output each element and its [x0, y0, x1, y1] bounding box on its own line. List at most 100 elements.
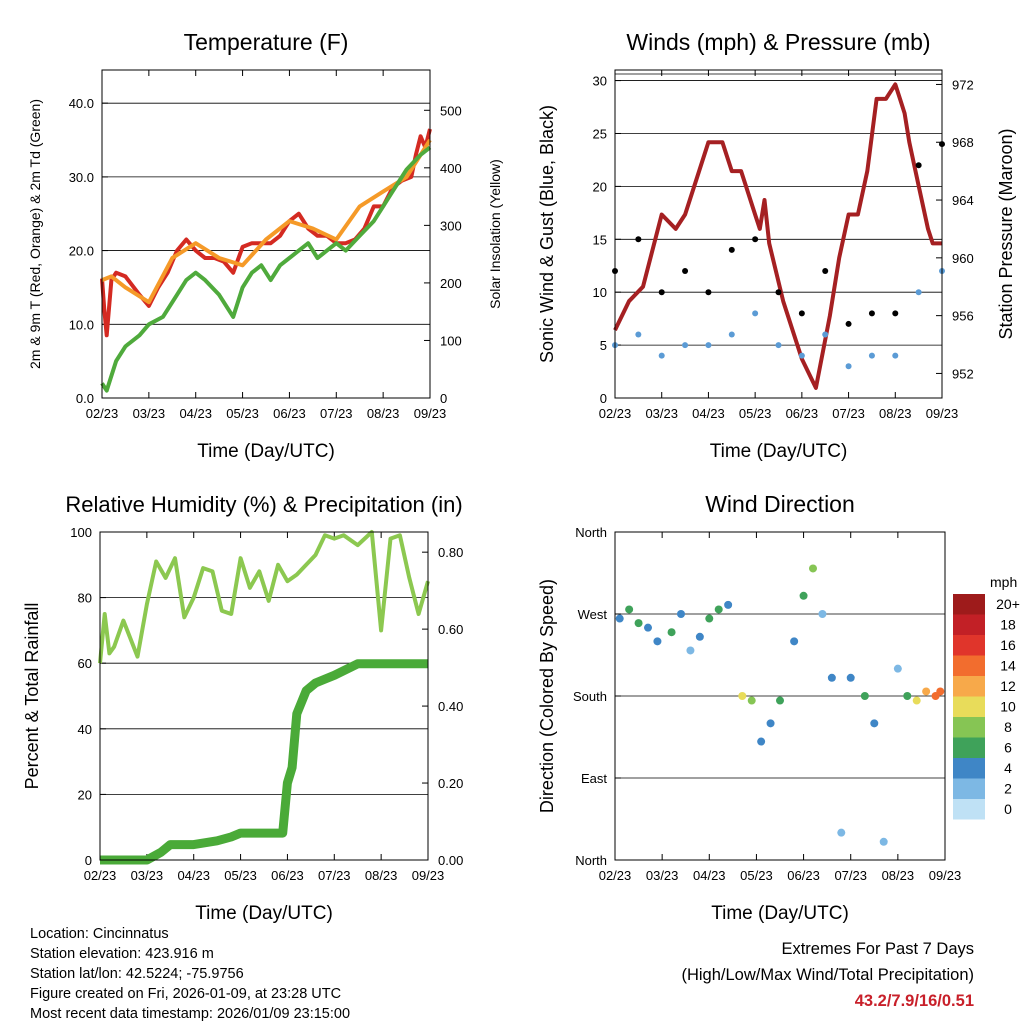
legend-swatch: [953, 758, 985, 779]
data-point: [757, 737, 766, 746]
y2-tick-label: 0.40: [438, 699, 463, 714]
x-tick-label: 05/23: [226, 406, 259, 421]
y2-axis-label: Solar Insolation (Yellow): [487, 159, 503, 309]
extremes-box: Extremes For Past 7 Days (High/Low/Max W…: [681, 936, 974, 1014]
data-point: [686, 646, 695, 655]
y2-tick-label: 500: [440, 103, 462, 118]
data-point: [747, 696, 756, 705]
data-point: [752, 236, 759, 243]
x-tick-label: 04/23: [177, 868, 210, 883]
data-point: [705, 342, 712, 349]
y-tick-label: 20.0: [69, 244, 94, 259]
y2-axis-label: Station Pressure (Maroon): [996, 128, 1016, 339]
data-point: [879, 837, 888, 846]
data-point: [892, 352, 899, 359]
data-point: [658, 352, 665, 359]
winds-chart: Winds (mph) & Pressure (mb) 02/23 03/23 04/…: [537, 29, 1016, 462]
legend-label: 12: [1000, 678, 1016, 694]
data-point: [790, 637, 799, 646]
data-point: [738, 692, 747, 700]
data-point: [766, 719, 775, 728]
data-point: [860, 692, 869, 700]
y-axis-label: Sonic Wind & Gust (Blue, Black): [537, 105, 557, 363]
x-tick-label: 05/23: [739, 406, 772, 421]
x-tick-label: 09/23: [929, 868, 962, 883]
x-tick-label: 08/23: [365, 868, 398, 883]
data-point: [634, 619, 643, 628]
created-text: Figure created on Fri, 2026-01-09, at 23…: [30, 986, 342, 1002]
y2-tick-label: 0: [440, 391, 447, 406]
legend-label: 0: [1004, 801, 1012, 817]
legend-label: 16: [1000, 637, 1016, 653]
x-tick-label: 08/23: [882, 868, 915, 883]
data-point: [798, 352, 805, 359]
x-tick-label: 02/23: [599, 868, 632, 883]
series-line: [100, 128, 432, 338]
data-point: [893, 664, 902, 673]
y-tick-label: North: [575, 525, 607, 540]
data-point: [644, 623, 652, 632]
plot-frame: [614, 531, 946, 861]
x-tick-label: 03/23: [131, 868, 164, 883]
data-point: [799, 591, 808, 600]
x-tick-label: 04/23: [692, 406, 725, 421]
y-tick-label: 100: [70, 525, 92, 540]
y-tick-label: 80: [78, 591, 92, 606]
x-axis-label: Time (Day/UTC): [195, 903, 333, 924]
data-point: [892, 310, 899, 317]
data-point: [868, 310, 875, 317]
data-point: [695, 632, 704, 641]
legend-swatch: [953, 614, 985, 635]
x-tick-label: 02/23: [599, 406, 632, 421]
extremes-value: 43.2/7.9/16/0.51: [854, 992, 974, 1010]
y-tick-label: South: [573, 689, 607, 704]
data-point: [798, 310, 805, 317]
y-tick-label: 40.0: [69, 96, 94, 111]
x-tick-label: 03/23: [645, 406, 678, 421]
y-tick-label: 20: [593, 179, 607, 194]
data-point: [625, 605, 634, 614]
y-tick-label: 5: [600, 338, 607, 353]
y-tick-label: West: [578, 607, 608, 622]
data-point: [728, 246, 735, 253]
y2-tick-label: 956: [952, 309, 974, 324]
plot-frame: [99, 531, 429, 861]
data-point: [705, 289, 712, 296]
y-tick-label: 20: [78, 787, 92, 802]
data-point: [915, 289, 922, 296]
data-point: [827, 673, 836, 682]
extremes-title: Extremes For Past 7 Days: [781, 940, 974, 958]
y-tick-label: 30: [593, 74, 607, 89]
x-tick-label: 07/23: [320, 406, 353, 421]
data-point: [752, 310, 759, 317]
data-point: [868, 352, 875, 359]
data-point: [677, 610, 685, 618]
legend-swatch: [953, 717, 985, 738]
y2-tick-label: 0.80: [438, 545, 463, 560]
y2-tick-label: 960: [952, 251, 974, 266]
legend-label: 14: [1000, 658, 1016, 674]
y-tick-label: North: [575, 853, 607, 868]
y2-tick-label: 100: [440, 333, 462, 348]
y-tick-label: 40: [78, 722, 92, 737]
data-point: [705, 614, 714, 623]
legend-label: 2: [1004, 781, 1012, 797]
legend-swatch: [953, 737, 985, 758]
y2-tick-label: 952: [952, 366, 974, 381]
x-axis-label: Time (Day/UTC): [710, 441, 848, 462]
legend-label: 8: [1004, 719, 1012, 735]
x-tick-label: 09/23: [412, 868, 445, 883]
humidity-chart: Relative Humidity (%) & Precipitation (i…: [22, 492, 463, 924]
y-tick-label: 0.0: [76, 391, 94, 406]
x-tick-label: 06/23: [786, 406, 819, 421]
data-point: [912, 696, 921, 705]
y-tick-label: 30.0: [69, 170, 94, 185]
y-tick-label: 15: [593, 232, 607, 247]
x-tick-label: 07/23: [318, 868, 351, 883]
data-point: [822, 268, 829, 275]
location-text: Location: Cincinnatus: [30, 926, 169, 942]
y-tick-label: 25: [593, 126, 607, 141]
legend-swatch: [953, 655, 985, 676]
legend-title: mph: [990, 574, 1017, 590]
series-line: [100, 145, 432, 393]
